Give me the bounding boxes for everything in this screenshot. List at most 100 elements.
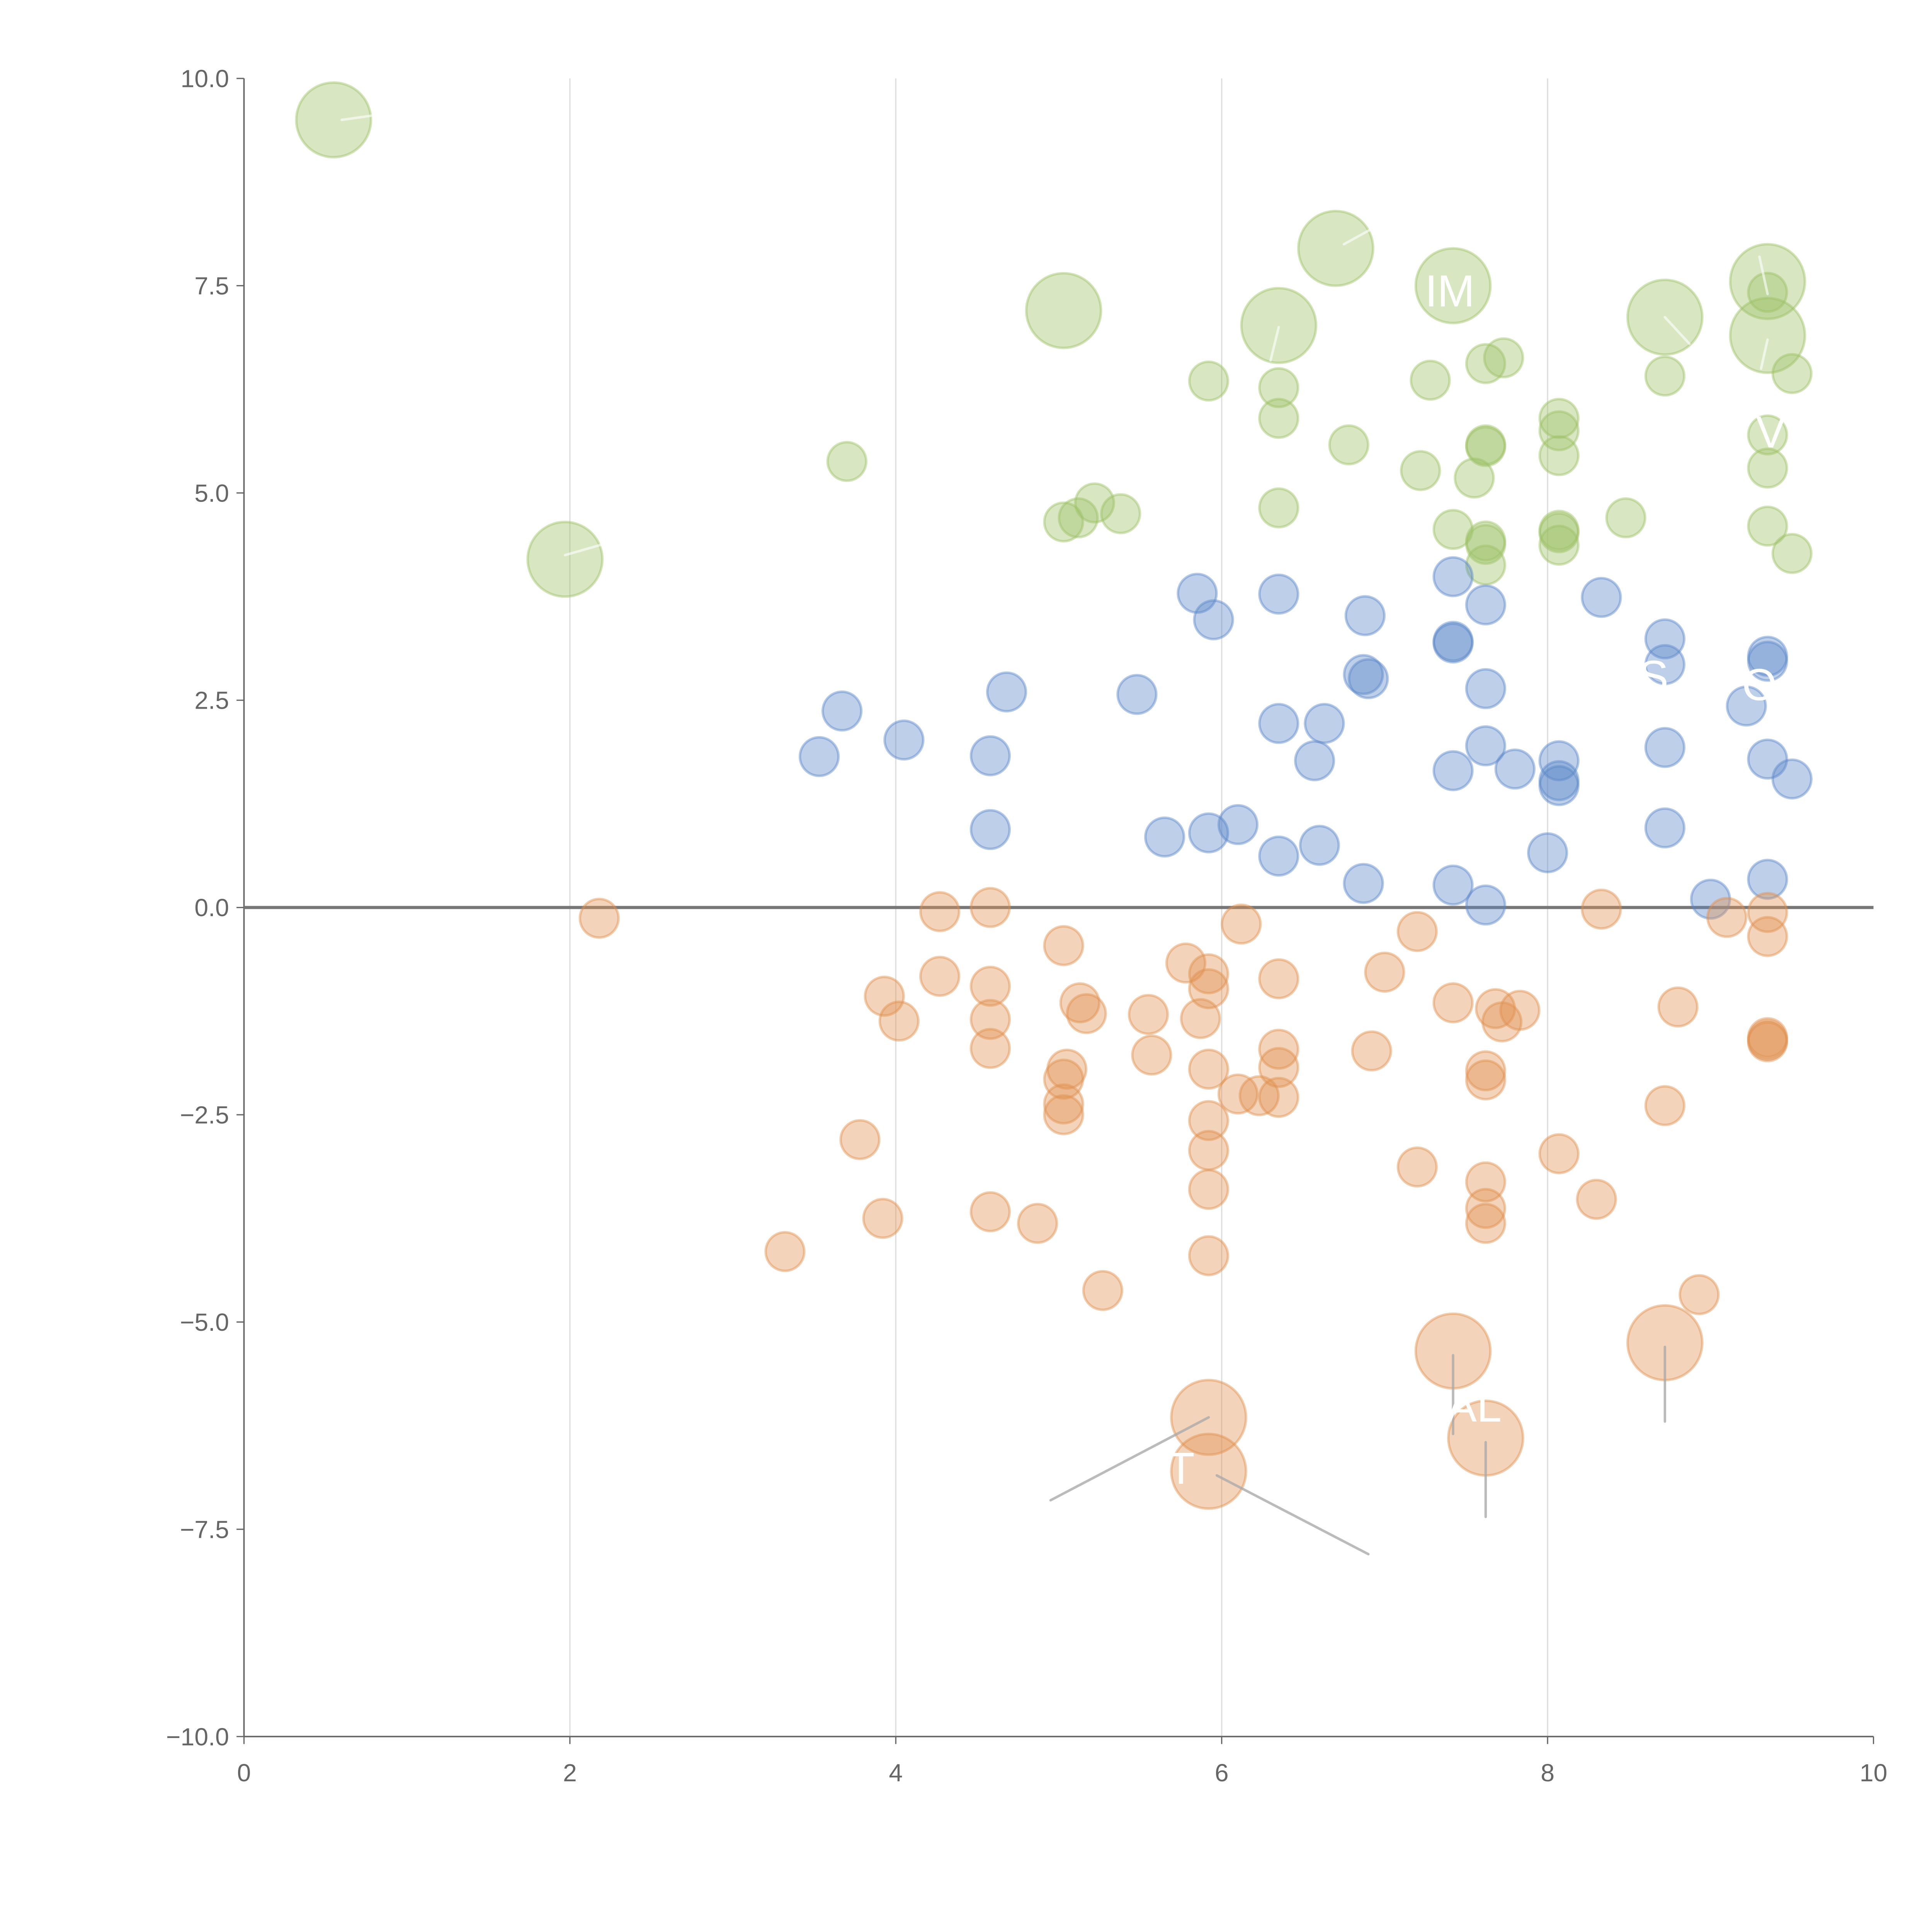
x-tick-label: 8 <box>1541 1759 1554 1787</box>
orange-point <box>1679 1274 1720 1315</box>
orange-point <box>1747 1019 1788 1061</box>
green-point <box>1400 450 1441 491</box>
blue-point <box>1747 859 1788 900</box>
blue-point <box>1304 703 1345 744</box>
green-point <box>1483 337 1524 379</box>
blue-point <box>1747 738 1788 780</box>
orange-point <box>1188 968 1230 1010</box>
annotation-label: V <box>1756 407 1786 457</box>
blue-point <box>1343 863 1384 904</box>
green-point <box>1747 505 1788 547</box>
blue-point <box>1294 740 1335 781</box>
y-tick-label: −7.5 <box>180 1515 229 1543</box>
blue-point <box>1343 654 1384 695</box>
green-point <box>1258 398 1299 439</box>
annotation-label: S <box>1639 651 1668 702</box>
orange-point <box>878 1000 920 1042</box>
orange-point <box>1258 1047 1299 1088</box>
blue-point <box>883 719 925 761</box>
blue-point <box>1344 595 1386 636</box>
orange-point <box>1188 953 1230 995</box>
orange-point <box>1465 1202 1507 1244</box>
green-point <box>1258 487 1299 529</box>
orange-point <box>1465 1050 1507 1092</box>
orange-point <box>1465 1059 1507 1101</box>
leader-line <box>1342 222 1383 246</box>
orange-point <box>1747 916 1788 957</box>
green-point <box>1538 510 1580 551</box>
orange-point <box>1747 1017 1788 1058</box>
orange-point <box>1046 1048 1088 1090</box>
green-point <box>1747 414 1788 456</box>
leader-line <box>563 543 604 556</box>
x-tick-label: 4 <box>889 1759 903 1787</box>
orange-point <box>839 1119 881 1160</box>
green-point <box>1100 493 1141 534</box>
y-tick-label: 7.5 <box>194 272 229 300</box>
orange-point <box>1188 1100 1230 1141</box>
leader-line <box>1663 316 1691 345</box>
y-tick-label: −5.0 <box>180 1308 229 1336</box>
orange-point <box>1364 951 1405 993</box>
orange-point <box>1258 1077 1299 1118</box>
x-tick-label: 6 <box>1215 1759 1229 1787</box>
orange-point <box>919 891 961 932</box>
leader-line <box>340 114 372 121</box>
blue-point <box>1644 644 1685 685</box>
blue-point <box>1432 556 1474 597</box>
green-point <box>1771 533 1813 574</box>
annotations: IM V AL T S O <box>1167 266 1786 1493</box>
leader-line <box>1760 338 1769 370</box>
blue-point <box>1644 727 1685 768</box>
orange-point <box>1258 1029 1299 1070</box>
blue-point <box>1465 584 1507 626</box>
y-tick-label: 2.5 <box>194 687 229 714</box>
orange-point <box>1217 1073 1259 1115</box>
blue-point <box>1538 760 1580 801</box>
orange-point <box>1017 1202 1058 1244</box>
blue-point <box>1193 599 1234 641</box>
orange-point <box>1465 1188 1507 1229</box>
orange-point <box>1258 958 1299 1000</box>
annotation-label: IM <box>1425 266 1475 316</box>
x-tick-label: 10 <box>1860 1759 1888 1787</box>
green-point <box>295 81 372 159</box>
orange-point <box>969 966 1011 1007</box>
blue-point <box>1747 636 1788 677</box>
orange-point <box>1188 1048 1230 1090</box>
y-tick-label: 0.0 <box>194 894 229 922</box>
blue-point <box>1690 878 1731 920</box>
blue-point <box>1432 621 1474 662</box>
orange-point <box>1043 925 1084 966</box>
green-point <box>1025 272 1102 349</box>
orange-point <box>969 887 1011 928</box>
orange-point <box>1475 988 1516 1029</box>
axes: 0 2 4 6 8 10 −10.0 −7.5 −5.0 −2.5 0.0 2.5 5.0 7.5 10.0 <box>166 65 1888 1787</box>
blue-point <box>1771 758 1813 800</box>
orange-point <box>969 1191 1011 1233</box>
green-point <box>826 441 867 482</box>
annotation-label: O <box>1742 660 1777 710</box>
orange-point <box>1657 986 1699 1028</box>
x-tick-label: 2 <box>563 1759 577 1787</box>
orange-point <box>1165 942 1207 984</box>
green-point <box>1297 209 1374 287</box>
green-point <box>526 520 604 598</box>
blue-point <box>1432 750 1474 791</box>
green-point <box>1188 360 1230 402</box>
orange-point <box>1059 982 1100 1024</box>
leader-line <box>1269 326 1280 362</box>
green-point <box>1538 524 1580 566</box>
blue-point <box>1258 703 1299 744</box>
blue-point <box>1644 618 1685 660</box>
data-points <box>295 81 1813 1510</box>
green-point <box>1538 435 1580 476</box>
x-tick-label: 0 <box>237 1759 251 1787</box>
orange-point <box>1465 1161 1507 1202</box>
blue-point <box>1432 864 1474 906</box>
orange-point <box>1432 982 1474 1024</box>
blue-point <box>1217 804 1259 845</box>
green-point <box>1644 355 1685 397</box>
orange-point <box>969 999 1011 1040</box>
